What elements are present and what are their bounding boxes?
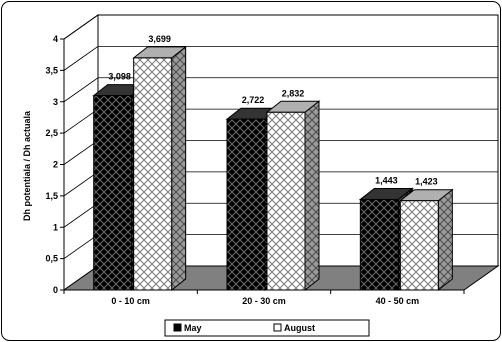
x-tick-label: 40 - 50 cm [376, 296, 420, 306]
bar-side [304, 100, 320, 292]
data-label: 3,699 [148, 34, 171, 44]
legend-label-may: May [184, 323, 202, 333]
bar-front [266, 111, 306, 291]
bar-front [399, 200, 439, 291]
bar-front [226, 118, 266, 291]
gridline [63, 14, 498, 40]
y-tick-label: 1 [53, 222, 58, 232]
data-label: 1,443 [375, 175, 398, 185]
y-axis-title: Dh potentiala / Dh actuala [22, 110, 32, 221]
bar-front [359, 198, 399, 291]
legend-label-august: August [284, 323, 315, 333]
data-label: 2,832 [282, 88, 305, 98]
gridline [63, 77, 498, 103]
gridline [63, 45, 498, 71]
y-tick-label: 1,5 [45, 191, 58, 201]
legend: May August [164, 319, 370, 337]
bar [265, 100, 321, 292]
legend-swatch-may [173, 323, 182, 332]
bar-front [133, 57, 173, 291]
y-tick-label: 0,5 [45, 254, 58, 264]
bar-front [93, 95, 133, 291]
legend-swatch-august [273, 323, 282, 332]
data-label: 2,722 [242, 95, 265, 105]
bars [92, 45, 454, 292]
data-label: 1,423 [415, 177, 438, 187]
y-tick-label: 2,5 [45, 128, 58, 138]
x-tick-label: 20 - 30 cm [242, 296, 286, 306]
y-tick-label: 0 [53, 285, 58, 295]
bar [132, 45, 188, 292]
y-tick-label: 3 [53, 97, 58, 107]
bar-side [171, 45, 187, 292]
y-tick-label: 4 [53, 34, 58, 44]
data-label: 3,098 [108, 72, 131, 82]
bar [398, 188, 454, 292]
y-tick-label: 3,5 [45, 65, 58, 75]
legend-box [164, 319, 370, 337]
labels: 0 0,5 1 1,5 2 2,5 3 3,5 4 0 - 10 cm 20 - 30 cm 40 -… [45, 34, 437, 306]
y-tick-label: 2 [53, 160, 58, 170]
x-tick-label: 0 - 10 cm [111, 296, 150, 306]
bar-side [437, 188, 453, 292]
